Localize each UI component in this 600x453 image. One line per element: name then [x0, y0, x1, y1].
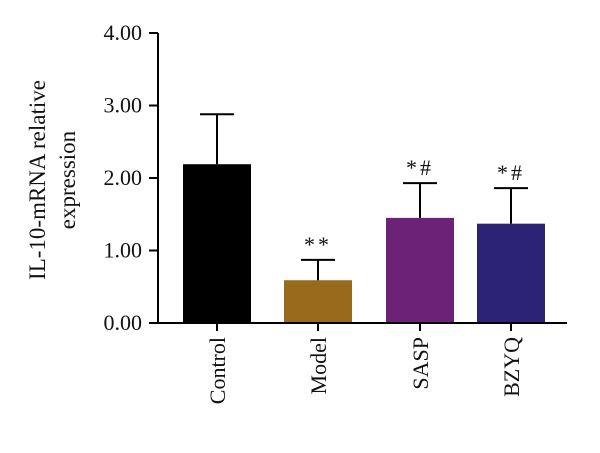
- y-tick-label: 3.00: [104, 93, 143, 118]
- x-tick-label: SASP: [408, 337, 433, 390]
- bar-model: [284, 280, 352, 323]
- y-tick-label: 1.00: [104, 238, 143, 263]
- x-axis-labels: Control Model SASP BZYQ: [205, 323, 524, 404]
- bar-sasp: [386, 217, 454, 323]
- y-axis-title-line-1: IL-10-mRNA relative: [25, 80, 50, 280]
- x-tick-label: BZYQ: [499, 337, 524, 397]
- y-tick-label: 4.00: [104, 20, 143, 45]
- significance-label: *#: [406, 155, 434, 180]
- bars: [183, 164, 545, 323]
- y-axis-title: IL-10-mRNA relative expression: [25, 80, 80, 280]
- bar-bzyq: [477, 223, 545, 323]
- significance-annotations: ** *# *#: [304, 155, 525, 257]
- x-tick-label: Control: [205, 337, 230, 404]
- bar-control: [183, 164, 251, 323]
- x-tick-label: Model: [306, 337, 331, 394]
- y-tick-label: 0.00: [104, 310, 143, 335]
- error-bars: [200, 113, 528, 281]
- y-axis-title-line-2: expression: [55, 130, 80, 229]
- y-tick-label: 2.00: [104, 165, 143, 190]
- significance-label: *#: [497, 160, 525, 185]
- significance-label: **: [304, 232, 332, 257]
- y-axis-ticks: 0.00 1.00 2.00 3.00 4.00: [104, 20, 158, 335]
